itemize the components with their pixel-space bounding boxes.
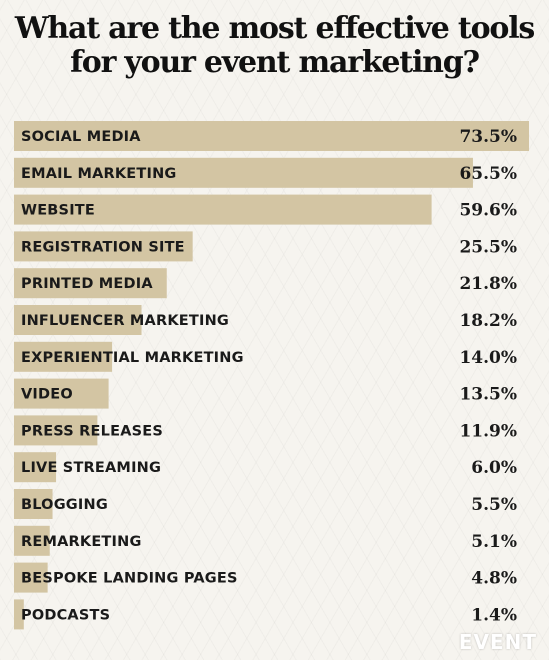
value-label-bespoke-landing-pages: 4.8% — [471, 569, 517, 589]
category-label-email-marketing: EMAIL MARKETING — [21, 166, 177, 182]
event-logo: EVENT — [458, 630, 537, 654]
category-label-bespoke-landing-pages: BESPOKE LANDING PAGES — [21, 571, 238, 587]
bar-printed-media — [14, 268, 167, 299]
value-label-registration-site: 25.5% — [459, 237, 517, 257]
chart-title: What are the most effective tools for yo… — [0, 12, 549, 80]
bar-blogging — [14, 489, 53, 519]
category-label-experiential-marketing: EXPERIENTIAL MARKETING — [21, 350, 244, 366]
category-label-influencer-marketing: INFLUENCER MARKETING — [21, 313, 229, 329]
value-label-video: 13.5% — [459, 385, 517, 405]
bar-experiential-marketing — [14, 341, 113, 372]
value-label-remarketing: 5.1% — [471, 532, 517, 552]
category-label-remarketing: REMARKETING — [21, 534, 142, 550]
category-label-website: WEBSITE — [21, 203, 95, 219]
value-label-influencer-marketing: 18.2% — [459, 311, 517, 331]
bar-video — [14, 378, 109, 409]
value-label-printed-media: 21.8% — [459, 274, 517, 294]
category-label-blogging: BLOGGING — [21, 497, 108, 513]
bar-press-releases — [14, 415, 98, 446]
bar-website — [14, 194, 432, 225]
bar-live-streaming — [14, 452, 57, 483]
value-label-website: 59.6% — [459, 201, 517, 221]
value-label-podcasts: 1.4% — [471, 605, 517, 625]
value-label-blogging: 5.5% — [471, 495, 517, 515]
category-label-press-releases: PRESS RELEASES — [21, 423, 163, 439]
category-label-social-media: SOCIAL MEDIA — [21, 129, 141, 145]
bar-podcasts — [14, 599, 24, 630]
value-label-email-marketing: 65.5% — [459, 164, 517, 184]
value-label-experiential-marketing: 14.0% — [459, 348, 517, 368]
bar-registration-site — [14, 231, 193, 262]
category-label-video: VIDEO — [21, 387, 73, 403]
category-label-registration-site: REGISTRATION SITE — [21, 239, 185, 255]
chart-title-line-1: What are the most effective tools — [14, 11, 535, 46]
bar-email-marketing — [14, 157, 473, 188]
bar-remarketing — [14, 525, 50, 556]
bar-bespoke-landing-pages — [14, 562, 48, 593]
bar-social-media — [14, 121, 529, 151]
value-label-social-media: 73.5% — [459, 127, 517, 147]
category-label-podcasts: PODCASTS — [21, 607, 110, 623]
bar-influencer-marketing — [14, 305, 142, 335]
value-label-press-releases: 11.9% — [459, 421, 517, 441]
category-label-printed-media: PRINTED MEDIA — [21, 276, 153, 292]
chart-title-line-2: for your event marketing? — [70, 45, 480, 80]
category-label-live-streaming: LIVE STREAMING — [21, 460, 161, 476]
value-label-live-streaming: 6.0% — [471, 458, 517, 478]
